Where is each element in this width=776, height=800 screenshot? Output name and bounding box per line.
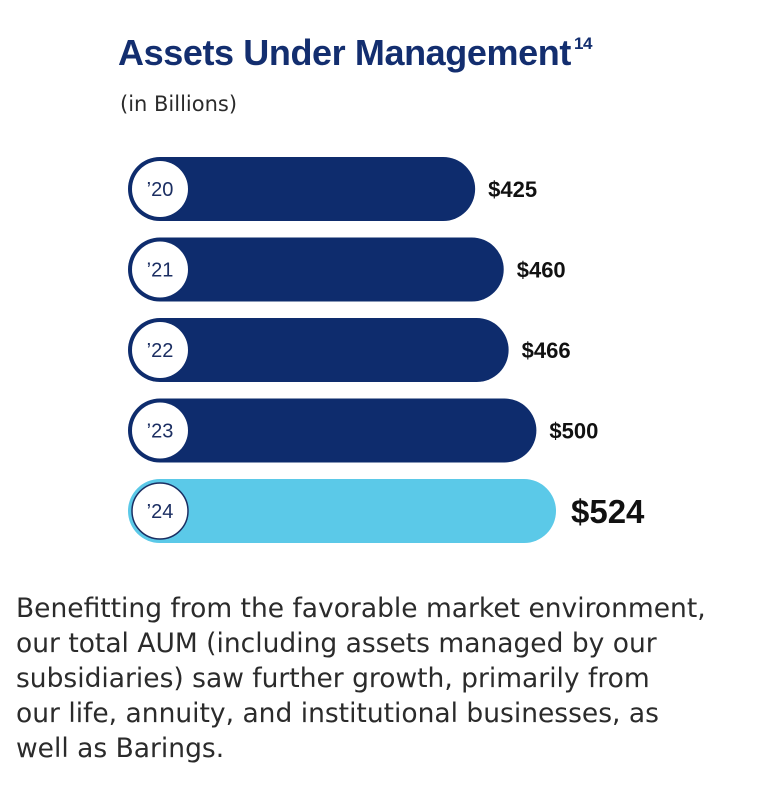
bar-group: ’22 $466 bbox=[128, 318, 571, 382]
description-line: our total AUM (including assets managed … bbox=[16, 628, 657, 659]
bar-group: ’21 $460 bbox=[128, 237, 566, 302]
bar-group: ’24 $524 bbox=[128, 479, 645, 543]
value-label: $500 bbox=[549, 419, 598, 444]
chart-subtitle: (in Billions) bbox=[120, 92, 238, 116]
chart-title: Assets Under Management 14 bbox=[118, 32, 592, 74]
aum-bar-chart: ’20 $425 ’21 $460 ’22 $466 ’23 $500 ’24 $524 bbox=[128, 157, 645, 543]
bar-group: ’20 $425 bbox=[128, 157, 537, 221]
chart-title-text: Assets Under Management bbox=[118, 32, 571, 73]
year-badge bbox=[132, 161, 188, 217]
year-label: ’20 bbox=[147, 179, 174, 201]
value-label: $460 bbox=[517, 258, 566, 283]
bar bbox=[128, 157, 476, 221]
description-line: our life, annuity, and institutional bus… bbox=[16, 698, 659, 729]
bar bbox=[128, 237, 504, 302]
value-label: $425 bbox=[488, 177, 537, 202]
description-text: Benefitting from the favorable market en… bbox=[16, 591, 774, 766]
year-label: ’23 bbox=[147, 421, 174, 443]
year-label: ’24 bbox=[147, 501, 174, 523]
description-line: Benefitting from the favorable market en… bbox=[16, 593, 706, 624]
year-label: ’21 bbox=[147, 260, 174, 282]
year-badge bbox=[132, 402, 188, 459]
year-badge bbox=[131, 482, 189, 540]
value-label: $524 bbox=[571, 493, 645, 530]
title-footnote: 14 bbox=[573, 34, 593, 53]
bar bbox=[128, 318, 509, 382]
description-line: subsidiaries) saw further growth, primar… bbox=[16, 663, 650, 694]
description-line: well as Barings. bbox=[16, 733, 225, 764]
value-label: $466 bbox=[522, 338, 571, 363]
bar-group: ’23 $500 bbox=[128, 398, 598, 463]
bar bbox=[128, 479, 556, 543]
year-badge bbox=[132, 241, 188, 298]
bar bbox=[128, 398, 537, 463]
year-badge bbox=[132, 322, 188, 378]
year-label: ’22 bbox=[147, 340, 174, 362]
